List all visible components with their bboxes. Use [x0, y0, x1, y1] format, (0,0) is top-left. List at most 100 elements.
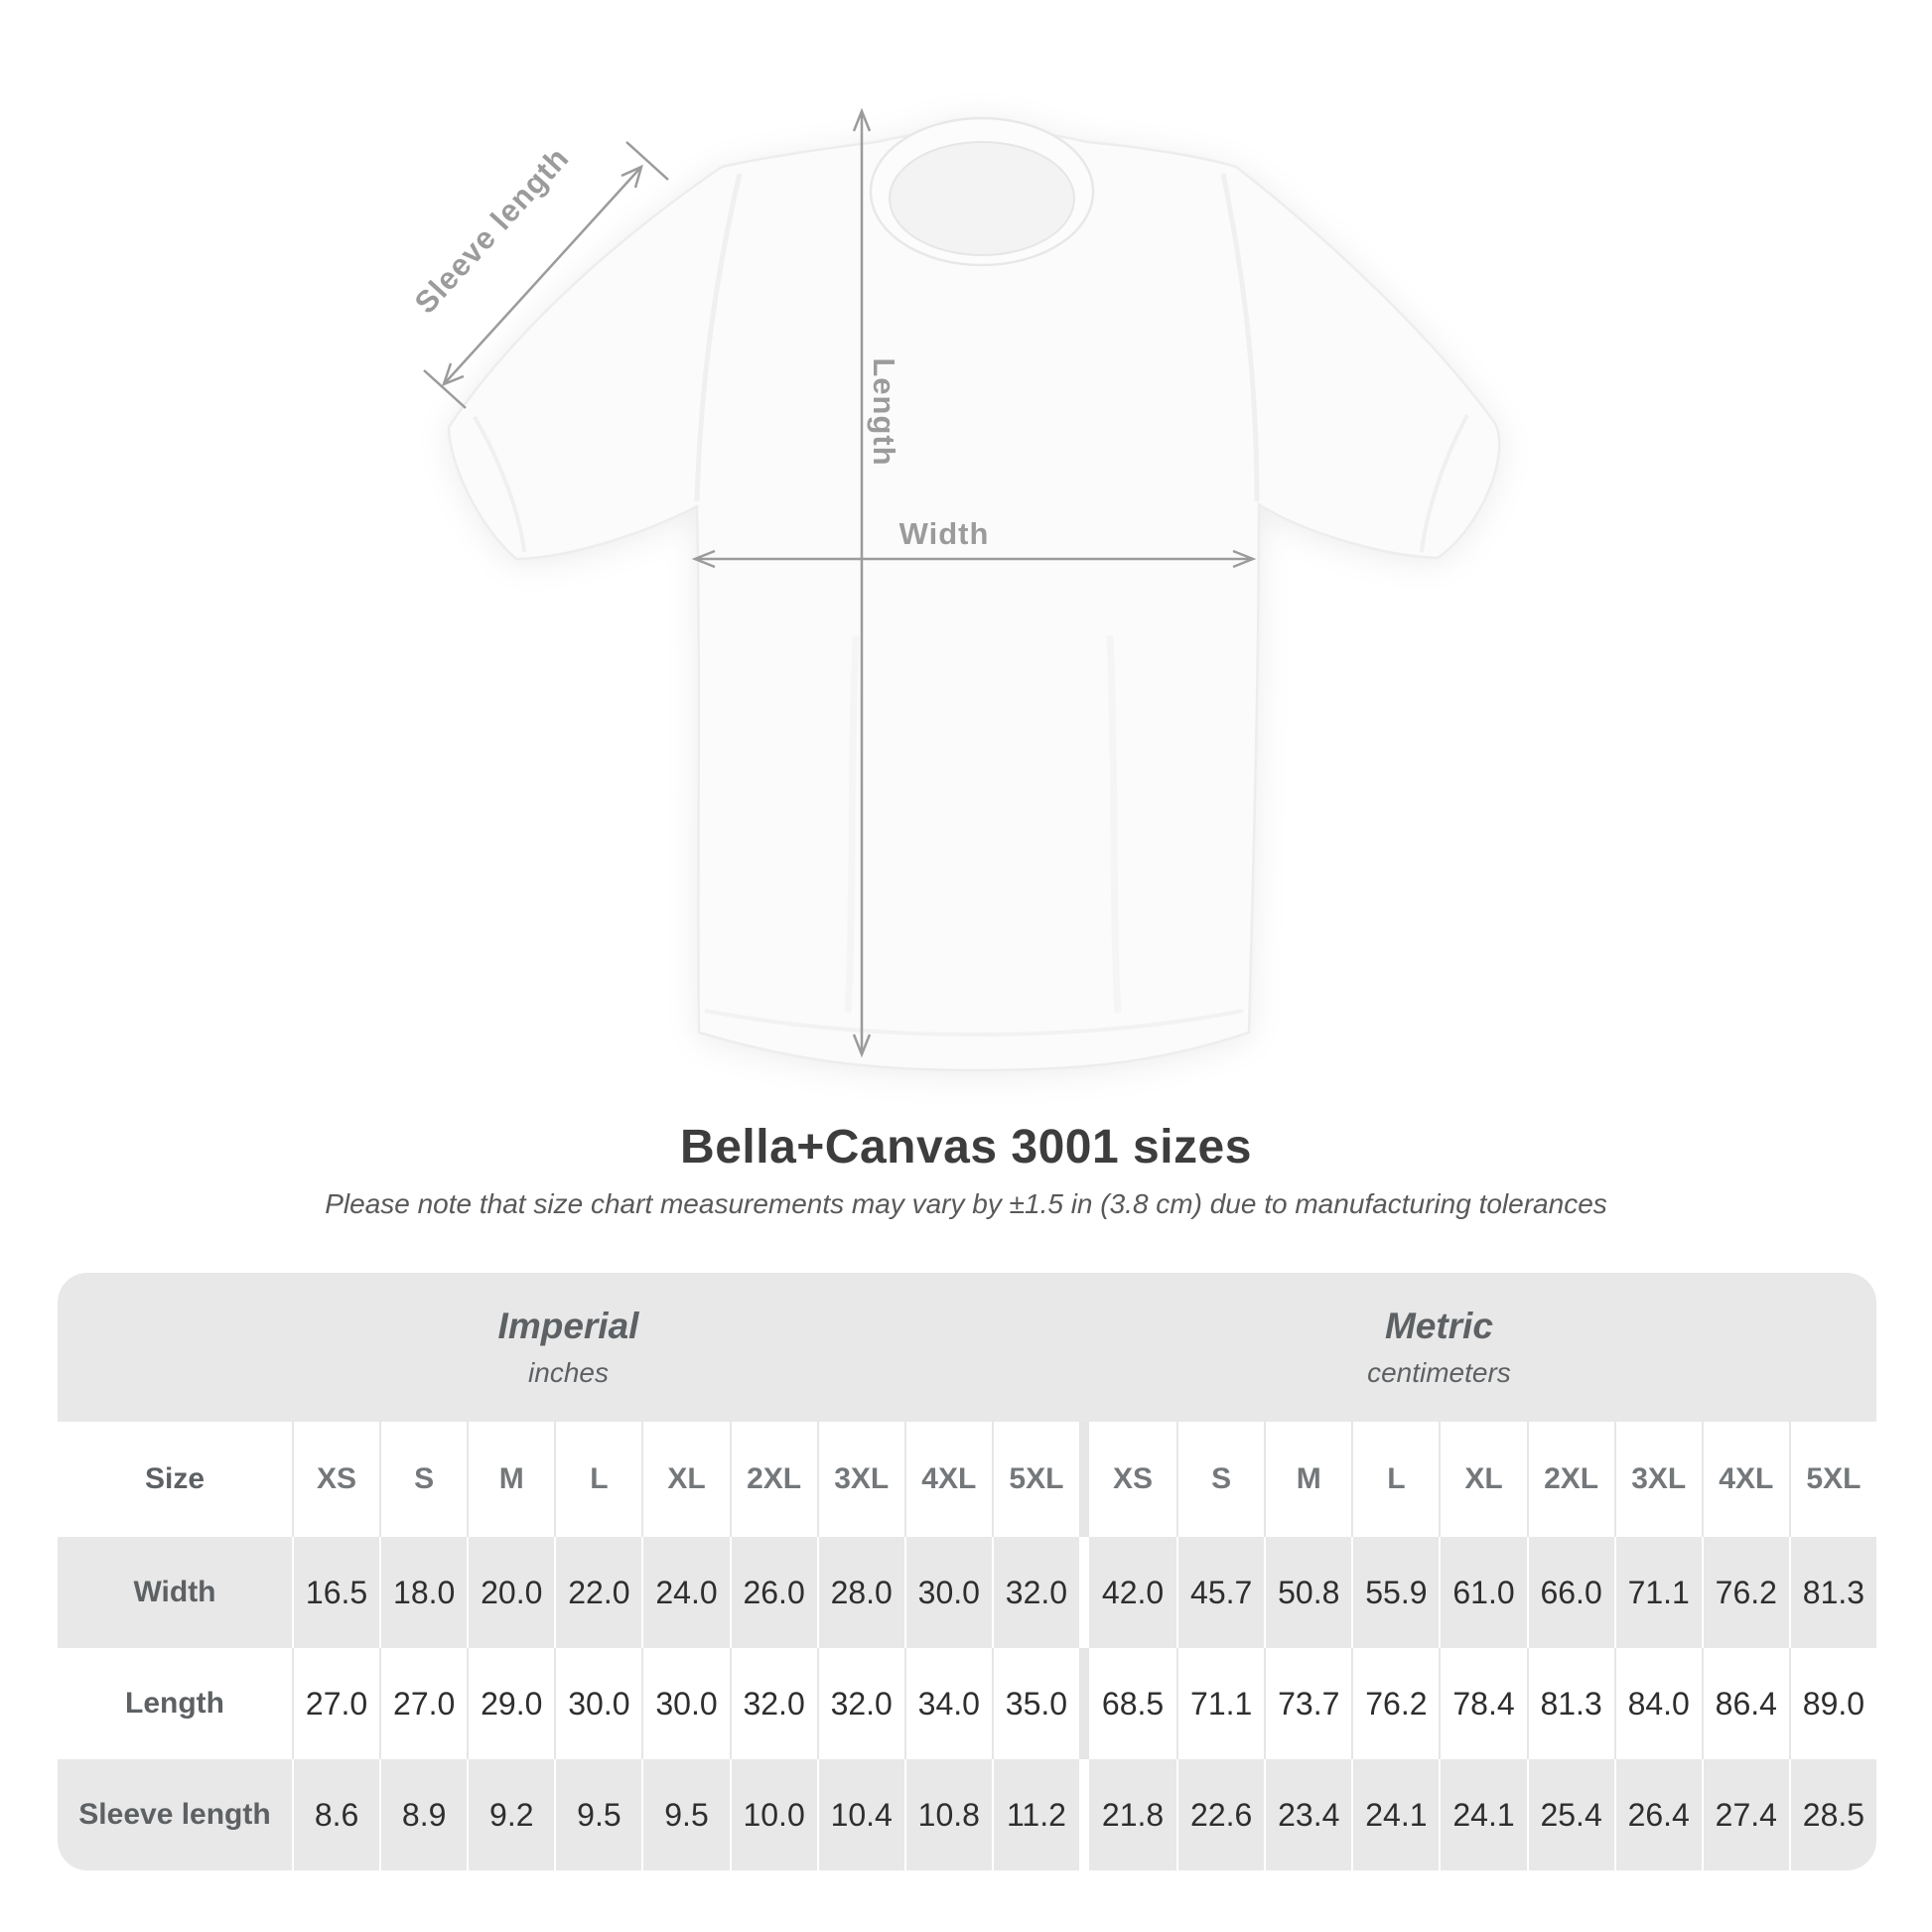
measurement-cell: 32.0: [816, 1648, 904, 1759]
measurement-cell: 71.1: [1613, 1537, 1702, 1648]
measurement-cell: 76.2: [1701, 1537, 1789, 1648]
measurement-cell: 30.0: [903, 1537, 992, 1648]
size-column-header: S: [379, 1422, 467, 1537]
size-column-header: XS: [1113, 1462, 1154, 1495]
title-block: Bella+Canvas 3001 sizes Please note that…: [0, 1120, 1932, 1220]
size-column-header: L: [1351, 1422, 1439, 1537]
measurement-cell: 71.1: [1176, 1648, 1264, 1759]
measurement-cell: 55.9: [1351, 1537, 1439, 1648]
table-body: Width 16.5 18.0 20.0 22.0 24.0 26.0 28.0 30.0 32.…: [58, 1537, 1876, 1870]
measurement-cell: 9.5: [554, 1759, 641, 1870]
size-chart-table: Imperial inches Metric centimeters Size …: [58, 1273, 1876, 1870]
measurement-cell: 18.0: [379, 1537, 467, 1648]
collar-opening: [889, 141, 1075, 256]
measurement-cell: 29.0: [467, 1648, 554, 1759]
imperial-group-header: Imperial inches: [58, 1273, 1079, 1422]
measurement-cell: 27.0: [292, 1648, 379, 1759]
size-column-header: 2XL: [1526, 1422, 1614, 1537]
measurement-cell: 22.6: [1176, 1759, 1264, 1870]
imperial-unit-label: inches: [528, 1357, 609, 1388]
size-column-header: 5XL: [991, 1422, 1079, 1537]
unit-group-divider: [1079, 1422, 1089, 1537]
size-column-header: S: [1176, 1422, 1264, 1537]
page-subtitle: Please note that size chart measurements…: [325, 1188, 1607, 1219]
measurement-cell: 30.0: [554, 1648, 641, 1759]
measurement-cell: 8.6: [292, 1759, 379, 1870]
group-header-row: Imperial inches Metric centimeters: [58, 1273, 1876, 1422]
size-column-header: 4XL: [903, 1422, 992, 1537]
metric-label: Metric: [1384, 1306, 1493, 1346]
measurement-cell: 10.4: [816, 1759, 904, 1870]
measurement-cell: 28.0: [816, 1537, 904, 1648]
measurement-cell: 16.5: [292, 1537, 379, 1648]
length-label: Length: [867, 357, 901, 466]
measurement-cell: 27.4: [1701, 1759, 1789, 1870]
measurement-cell: 21.8: [1101, 1796, 1165, 1833]
measurement-cell: 30.0: [641, 1648, 729, 1759]
measurement-cell: 68.5: [1101, 1685, 1165, 1722]
measurement-cell: 86.4: [1701, 1648, 1789, 1759]
measurement-cell: 42.0: [1101, 1574, 1165, 1610]
measurement-cell: 35.0: [991, 1648, 1079, 1759]
measurement-cell: 45.7: [1176, 1537, 1264, 1648]
measurement-cell: 81.3: [1526, 1648, 1614, 1759]
width-label: Width: [899, 516, 990, 551]
row-label: Width: [133, 1576, 216, 1608]
size-column-header: M: [1264, 1422, 1351, 1537]
length-dimension-line: [852, 107, 872, 1058]
row-label: Length: [125, 1687, 224, 1720]
measurement-cell: 26.4: [1613, 1759, 1702, 1870]
sleeve-length-dimension-line: [423, 141, 669, 409]
shirt-diagram-svg: Sleeve length Length Width: [408, 107, 1501, 1072]
table-row: Width 16.5 18.0 20.0 22.0 24.0 26.0 28.0 30.0 32.…: [58, 1537, 1876, 1648]
measurement-cell: 66.0: [1526, 1537, 1614, 1648]
table-row: Length 27.0 27.0 29.0 30.0 30.0 32.0 32.0 34.0 35…: [58, 1648, 1876, 1759]
measurement-cell: 84.0: [1613, 1648, 1702, 1759]
measurement-cell: 28.5: [1788, 1759, 1876, 1870]
unit-group-divider: [1079, 1759, 1089, 1870]
size-column-label: Size: [144, 1462, 206, 1495]
size-column-header: 3XL: [1613, 1422, 1702, 1537]
shirt-diagram: Sleeve length Length Width: [408, 107, 1501, 1072]
metric-unit-label: centimeters: [1367, 1357, 1511, 1388]
measurement-cell: 81.3: [1788, 1537, 1876, 1648]
measurement-cell: 89.0: [1788, 1648, 1876, 1759]
measurement-cell: 20.0: [467, 1537, 554, 1648]
imperial-label: Imperial: [497, 1306, 639, 1346]
measurement-cell: 78.4: [1439, 1648, 1526, 1759]
row-label: Sleeve length: [78, 1798, 271, 1831]
measurement-cell: 50.8: [1264, 1537, 1351, 1648]
measurement-cell: 73.7: [1264, 1648, 1351, 1759]
size-column-header: L: [554, 1422, 641, 1537]
measurement-cell: 9.5: [641, 1759, 729, 1870]
size-column-header: XS: [292, 1422, 379, 1537]
measurement-cell: 10.8: [903, 1759, 992, 1870]
size-header-row: Size XS S M L XL 2XL 3XL 4XL 5XL XS S M L XL 2XL 3XL 4XL…: [58, 1422, 1876, 1537]
measurement-cell: 11.2: [991, 1759, 1079, 1870]
size-column-header: 3XL: [816, 1422, 904, 1537]
size-column-header: M: [467, 1422, 554, 1537]
unit-group-divider: [1079, 1648, 1089, 1759]
size-column-header: XL: [1439, 1422, 1526, 1537]
measurement-cell: 26.0: [729, 1537, 817, 1648]
tshirt-graphic: [447, 116, 1501, 1072]
measurement-cell: 22.0: [554, 1537, 641, 1648]
measurement-cell: 24.1: [1351, 1759, 1439, 1870]
size-column-header: XL: [641, 1422, 729, 1537]
measurement-cell: 24.0: [641, 1537, 729, 1648]
measurement-cell: 24.1: [1439, 1759, 1526, 1870]
size-column-header: 5XL: [1788, 1422, 1876, 1537]
metric-group-header: Metric centimeters: [1089, 1273, 1789, 1422]
measurement-cell: 76.2: [1351, 1648, 1439, 1759]
size-column-header: 4XL: [1701, 1422, 1789, 1537]
sleeve-length-label: Sleeve length: [408, 140, 576, 320]
measurement-cell: 27.0: [379, 1648, 467, 1759]
measurement-cell: 8.9: [379, 1759, 467, 1870]
measurement-cell: 32.0: [729, 1648, 817, 1759]
measurement-cell: 34.0: [903, 1648, 992, 1759]
unit-group-divider: [1079, 1537, 1089, 1648]
width-dimension-line: [691, 549, 1257, 569]
measurement-cell: 25.4: [1526, 1759, 1614, 1870]
table-row: Sleeve length 8.6 8.9 9.2 9.5 9.5 10.0 10.4 10.8…: [58, 1759, 1876, 1870]
